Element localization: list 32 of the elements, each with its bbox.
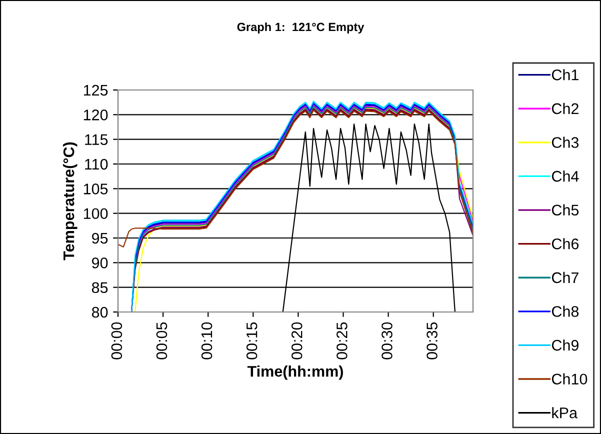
legend-label: Ch5 bbox=[552, 204, 579, 216]
legend-label: Ch2 bbox=[552, 102, 578, 114]
x-tick-label: 00:10 bbox=[201, 322, 212, 360]
legend-label: Ch4 bbox=[552, 170, 579, 182]
legend-label: Ch3 bbox=[552, 136, 579, 148]
legend-label: Ch1 bbox=[552, 69, 578, 80]
x-tick-label: 00:30 bbox=[382, 322, 392, 360]
legend-label: kPa bbox=[552, 407, 578, 418]
y-tick-label: 125 bbox=[84, 84, 108, 96]
x-tick-label: 00:05 bbox=[156, 322, 168, 360]
y-axis-title: Temperature(°C) bbox=[62, 142, 78, 260]
y-tick-label: 90 bbox=[92, 258, 108, 268]
y-tick-label: 95 bbox=[92, 232, 108, 244]
x-tick-label: 00:20 bbox=[291, 322, 302, 360]
x-axis-title: Time(hh:mm) bbox=[247, 366, 343, 380]
x-tick-label: 00:00 bbox=[111, 322, 122, 360]
x-tick-label: 00:35 bbox=[426, 322, 438, 360]
legend-label: Ch10 bbox=[552, 373, 588, 385]
y-tick-label: 105 bbox=[84, 184, 108, 194]
x-tick-label: 00:15 bbox=[246, 322, 258, 360]
chart-title: Graph 1: 121°C Empty bbox=[237, 22, 364, 34]
y-tick-label: 120 bbox=[84, 110, 108, 120]
legend-label: Ch9 bbox=[552, 339, 578, 351]
y-tick-label: 80 bbox=[92, 306, 108, 318]
y-tick-label: 110 bbox=[85, 158, 108, 170]
y-tick-label: 100 bbox=[84, 208, 108, 220]
y-tick-label: 115 bbox=[85, 134, 108, 146]
legend-label: Ch8 bbox=[552, 306, 579, 317]
legend-label: Ch6 bbox=[552, 238, 579, 250]
x-tick-label: 00:25 bbox=[336, 322, 348, 360]
legend-label: Ch7 bbox=[552, 272, 578, 284]
y-tick-label: 85 bbox=[92, 282, 108, 294]
